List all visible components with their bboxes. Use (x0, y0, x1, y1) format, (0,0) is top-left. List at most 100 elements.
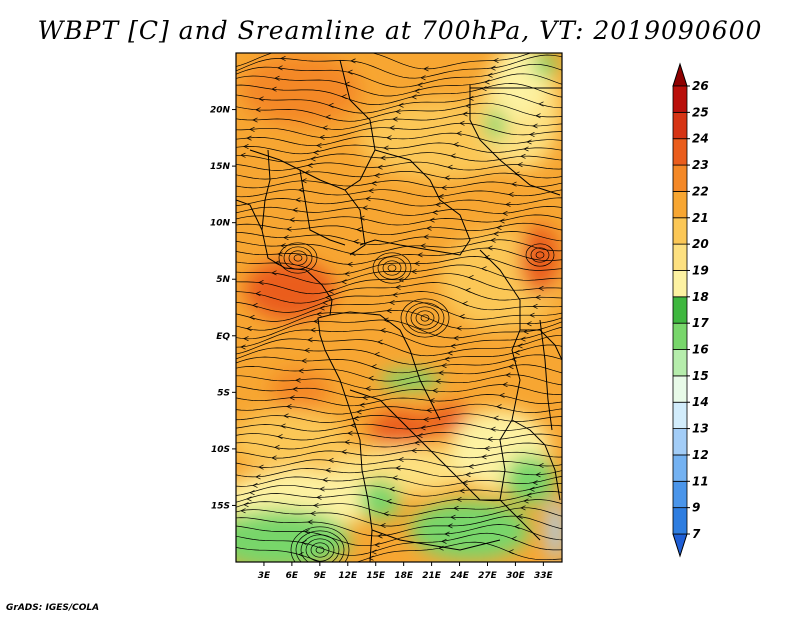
stream-arrow (465, 287, 471, 293)
stream-arrow (529, 312, 535, 318)
stream-arrow (246, 135, 252, 141)
stream-arrow (395, 465, 401, 471)
stream-arrow (520, 336, 526, 342)
streamline (236, 334, 562, 357)
streamline (236, 319, 562, 340)
stream-arrow (420, 243, 426, 249)
stream-arrow (371, 180, 377, 186)
vortex-ring (300, 534, 340, 562)
stream-arrow (365, 196, 371, 202)
vortex-ring (525, 243, 555, 267)
stream-arrow (392, 292, 398, 298)
stream-arrow (508, 364, 514, 370)
stream-arrow (374, 351, 380, 357)
streamlines (236, 48, 562, 562)
lat-label: 10S (211, 445, 230, 455)
stream-arrow (496, 225, 502, 231)
stream-arrow (395, 109, 401, 115)
stream-arrow (344, 81, 350, 87)
stream-arrow (429, 217, 435, 223)
vortex-ring (415, 310, 435, 326)
vortex-ring (530, 247, 550, 263)
streamline (236, 431, 562, 441)
longitude-axis: 3E 6E 9E 12E 15E 18E 21E 24E 27E 30E 33E (258, 562, 554, 581)
stream-arrow (441, 185, 447, 191)
stream-arrow (274, 75, 280, 81)
stream-arrow (508, 549, 514, 555)
streamline (236, 152, 562, 163)
stream-arrow (487, 72, 493, 78)
stream-arrow (411, 269, 417, 275)
streamline (236, 458, 562, 468)
lon-label: 18E (394, 571, 414, 581)
stream-arrow (252, 302, 258, 308)
stream-arrow (493, 57, 499, 63)
stream-arrow (438, 194, 444, 200)
stream-arrow (240, 344, 246, 350)
streamline (236, 515, 562, 537)
latitude-axis: 20N 15N 10N 5N EQ 5S 10S 15S (210, 106, 236, 511)
stream-arrow (490, 426, 496, 432)
lat-label: 15N (210, 162, 231, 172)
stream-arrow (514, 524, 520, 530)
stream-arrow (258, 464, 264, 470)
lon-label: 27E (478, 571, 498, 581)
stream-arrow (274, 444, 280, 450)
streamline (236, 122, 562, 138)
stream-arrow (505, 201, 511, 207)
stream-arrow (511, 181, 517, 187)
stream-arrow (517, 343, 523, 349)
stream-arrow (243, 502, 249, 508)
streamline (236, 449, 562, 459)
stream-arrow (347, 430, 353, 436)
streamline (236, 171, 562, 180)
vortex-ring (305, 538, 335, 562)
colorbar-bin (672, 164, 688, 192)
stream-arrow (459, 120, 465, 126)
streamline (236, 112, 562, 130)
stream-arrow (389, 125, 395, 131)
stream-arrow (368, 555, 374, 561)
stream-arrow (447, 350, 453, 356)
stream-arrow (411, 94, 417, 100)
stream-arrow (444, 175, 450, 181)
stream-arrow (532, 480, 538, 486)
stream-arrow (417, 433, 423, 439)
stream-arrow (414, 261, 420, 267)
streamline (236, 475, 562, 487)
stream-arrow (243, 336, 249, 342)
colorbar-label: 9 (692, 501, 700, 515)
stream-arrow (386, 135, 392, 141)
stream-arrow (283, 235, 289, 241)
stream-arrow (417, 82, 423, 88)
stream-arrow (249, 126, 255, 132)
stream-arrow (423, 234, 429, 240)
stream-arrow (255, 291, 261, 297)
stream-arrow (529, 486, 535, 492)
stream-arrow (398, 457, 404, 462)
streamline (236, 161, 562, 171)
stream-arrow (347, 261, 353, 267)
stream-arrow (414, 88, 420, 94)
stream-arrow (426, 407, 432, 413)
stream-arrow (310, 156, 316, 162)
lat-label: EQ (216, 332, 230, 342)
streamline (236, 491, 562, 507)
stream-arrow (277, 65, 283, 71)
stream-arrow (277, 434, 283, 440)
streamline (236, 422, 562, 432)
stream-arrow (307, 519, 313, 525)
stream-arrow (322, 477, 328, 483)
stream-arrow (538, 285, 544, 291)
colorbar-label: 24 (692, 132, 709, 146)
stream-arrow (441, 363, 447, 369)
stream-arrow (284, 48, 289, 52)
stream-arrow (277, 251, 283, 257)
lon-label: 6E (286, 571, 299, 581)
colorbar-label: 19 (692, 263, 709, 277)
stream-arrow (456, 130, 462, 136)
stream-arrow (280, 243, 286, 249)
stream-arrow (246, 326, 252, 332)
streamline (236, 309, 562, 331)
